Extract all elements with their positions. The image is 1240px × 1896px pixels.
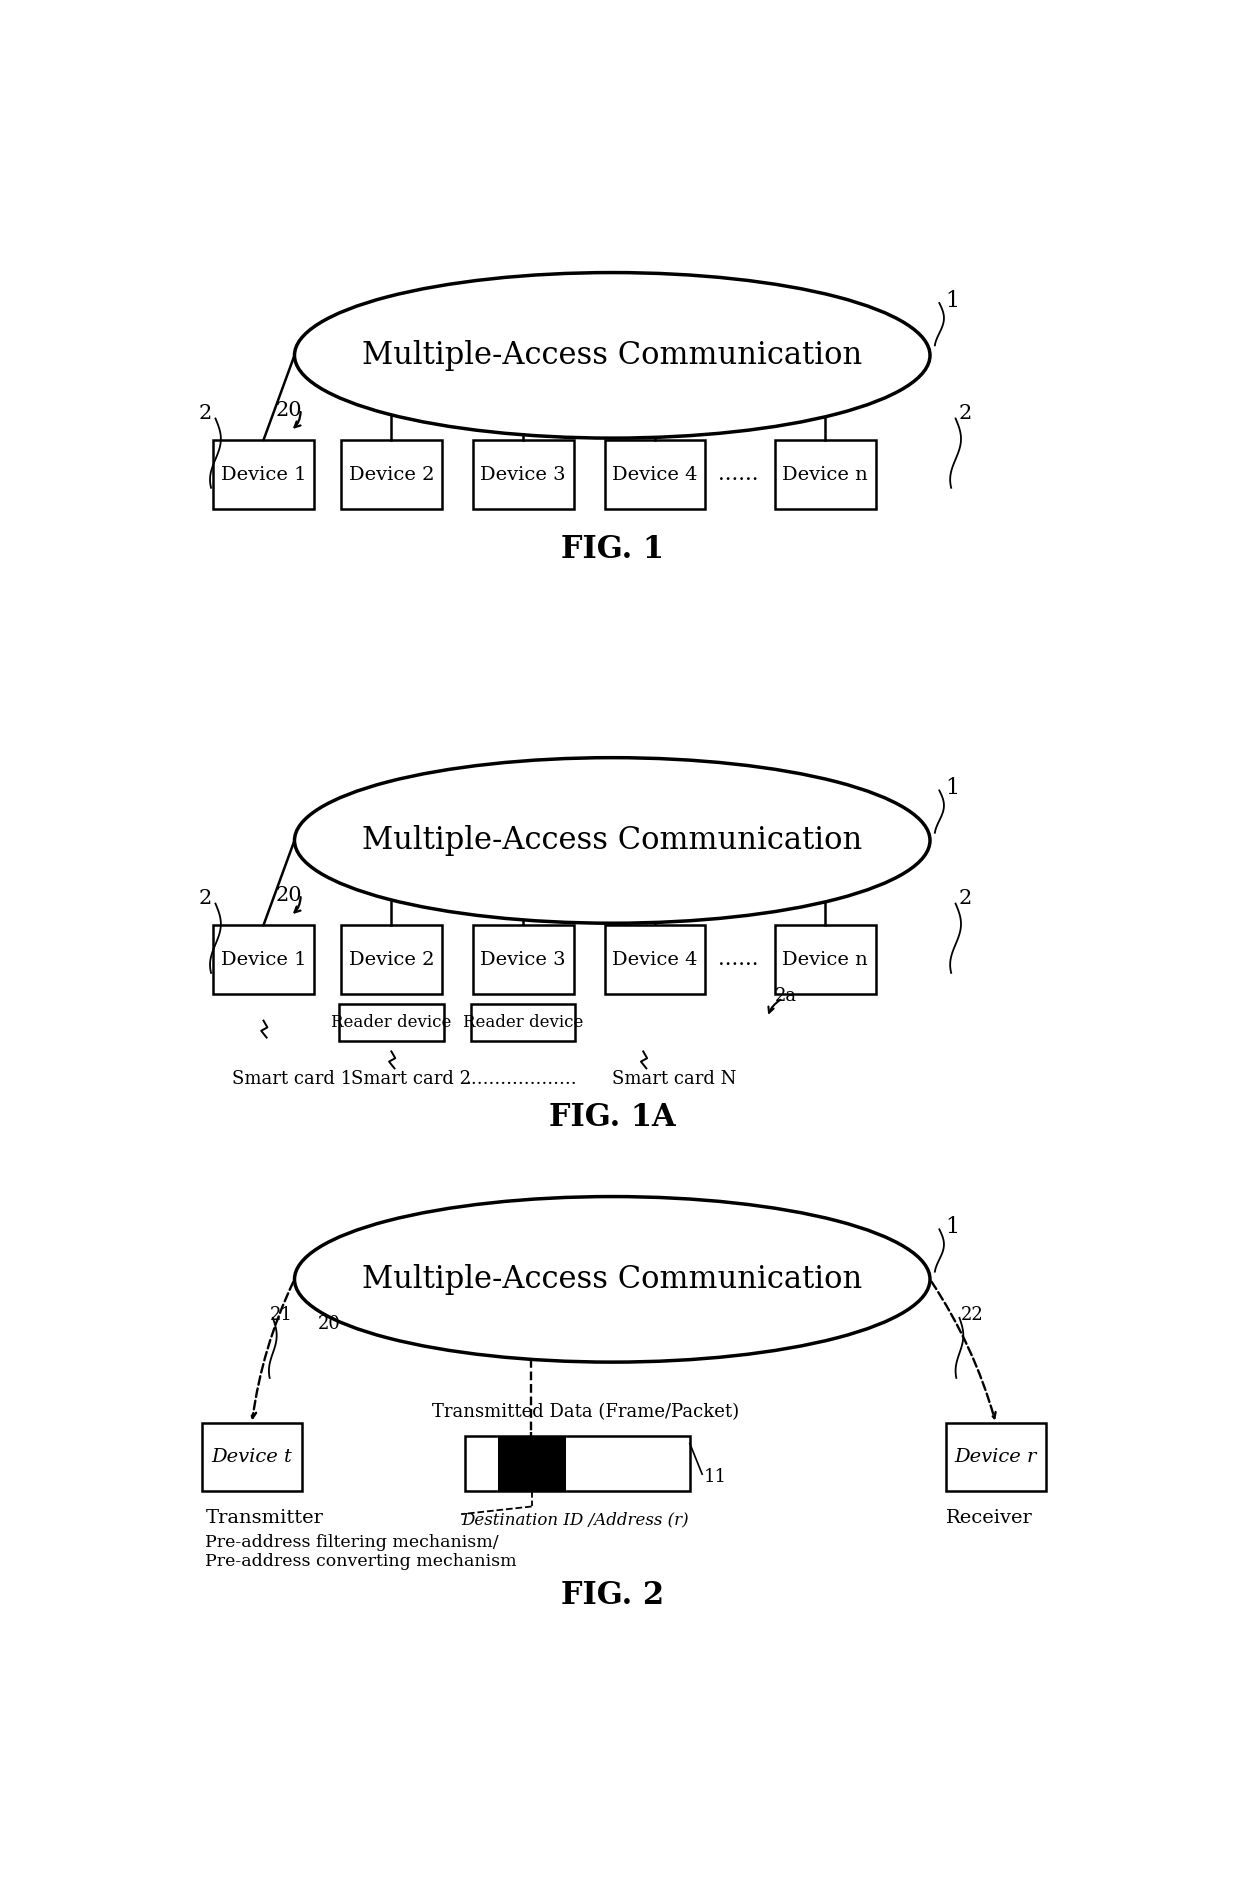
Text: 2a: 2a <box>775 988 797 1005</box>
Bar <box>605 925 706 994</box>
Text: 1: 1 <box>945 290 960 313</box>
Bar <box>605 440 706 510</box>
Text: Device r: Device r <box>955 1449 1037 1466</box>
Text: Smart card N: Smart card N <box>613 1069 737 1088</box>
Text: 20: 20 <box>317 1316 341 1333</box>
Text: Multiple-Access Communication: Multiple-Access Communication <box>362 825 862 855</box>
Text: Pre-address converting mechanism: Pre-address converting mechanism <box>206 1553 517 1570</box>
Bar <box>341 925 441 994</box>
Bar <box>471 1003 575 1041</box>
Text: 22: 22 <box>961 1306 983 1323</box>
Text: Device 2: Device 2 <box>348 950 434 969</box>
Text: Device 3: Device 3 <box>480 950 565 969</box>
Text: FIG. 1: FIG. 1 <box>560 535 663 565</box>
Text: ......: ...... <box>718 950 758 969</box>
Text: Multiple-Access Communication: Multiple-Access Communication <box>362 339 862 372</box>
Text: Device 4: Device 4 <box>613 466 698 483</box>
Text: Reader device: Reader device <box>463 1014 583 1031</box>
Text: Transmitted Data (Frame/Packet): Transmitted Data (Frame/Packet) <box>432 1403 739 1422</box>
Bar <box>213 925 314 994</box>
Bar <box>497 1435 565 1490</box>
Text: Reader device: Reader device <box>331 1014 451 1031</box>
Text: 1: 1 <box>945 777 960 798</box>
Text: 2: 2 <box>959 889 971 908</box>
Text: 2: 2 <box>198 404 212 423</box>
Bar <box>472 440 573 510</box>
Text: Device n: Device n <box>782 466 868 483</box>
Text: Transmitter: Transmitter <box>206 1509 324 1526</box>
Bar <box>472 925 573 994</box>
Text: FIG. 2: FIG. 2 <box>560 1579 663 1610</box>
Text: 21: 21 <box>270 1306 293 1323</box>
Bar <box>945 1424 1047 1490</box>
Text: Smart card 1: Smart card 1 <box>233 1069 352 1088</box>
Bar <box>201 1424 303 1490</box>
Text: Smart card 2: Smart card 2 <box>351 1069 471 1088</box>
Text: Device 1: Device 1 <box>221 466 306 483</box>
Text: Device 1: Device 1 <box>221 950 306 969</box>
Text: Multiple-Access Communication: Multiple-Access Communication <box>362 1265 862 1295</box>
Text: Device 2: Device 2 <box>348 466 434 483</box>
Text: 2: 2 <box>198 889 212 908</box>
Text: FIG. 1A: FIG. 1A <box>549 1102 676 1134</box>
Bar <box>465 1435 689 1490</box>
Text: Device n: Device n <box>782 950 868 969</box>
Bar <box>341 440 441 510</box>
Text: Destination ID /Address (r): Destination ID /Address (r) <box>461 1511 688 1528</box>
Text: 2: 2 <box>959 404 971 423</box>
Text: 11: 11 <box>704 1468 727 1486</box>
Bar <box>775 440 875 510</box>
Text: Device t: Device t <box>212 1449 293 1466</box>
Text: Pre-address filtering mechanism/: Pre-address filtering mechanism/ <box>206 1534 498 1551</box>
Text: 20: 20 <box>275 402 301 421</box>
Text: ...................: ................... <box>465 1069 577 1088</box>
Text: 1: 1 <box>945 1215 960 1238</box>
Bar <box>339 1003 444 1041</box>
Bar <box>213 440 314 510</box>
Text: Device 3: Device 3 <box>480 466 565 483</box>
Text: Receiver: Receiver <box>945 1509 1032 1526</box>
Bar <box>775 925 875 994</box>
Text: Device 4: Device 4 <box>613 950 698 969</box>
Text: 20: 20 <box>275 887 301 906</box>
Text: ......: ...... <box>718 465 758 483</box>
